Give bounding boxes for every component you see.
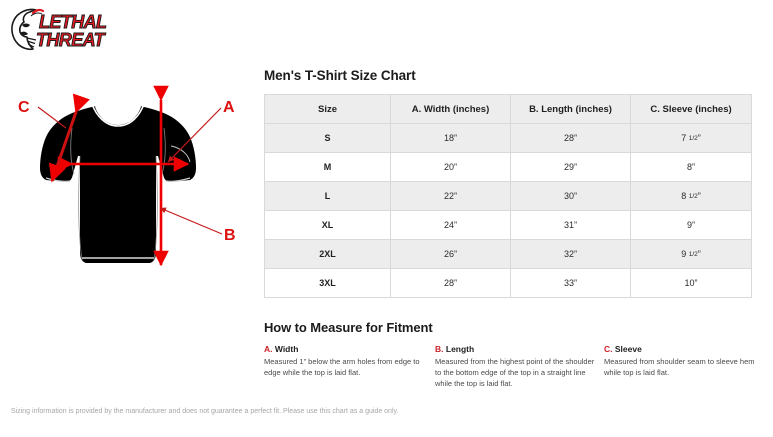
how-to-measure-heading: How to Measure for Fitment — [264, 320, 433, 335]
table-row: 2XL 26” 32” 9 1/2” — [264, 239, 752, 269]
cell-width: 22” — [390, 181, 511, 211]
cell-size: S — [264, 123, 391, 153]
cell-size: 3XL — [264, 268, 391, 298]
column-header-size: Size — [264, 94, 391, 124]
measure-item-sleeve: C. Sleeve Measured from shoulder seam to… — [604, 344, 769, 378]
table-row: 3XL 28” 33” 10” — [264, 268, 752, 298]
measure-item-text: Measured from shoulder seam to sleeve he… — [604, 357, 755, 377]
tshirt-measurement-diagram: C A B — [8, 82, 258, 307]
cell-sleeve: 10” — [630, 268, 752, 298]
cell-length: 33” — [510, 268, 631, 298]
cell-width: 26” — [390, 239, 511, 269]
cell-size: L — [264, 181, 391, 211]
table-row: S 18” 28” 7 1/2” — [264, 123, 752, 153]
table-row: M 20” 29” 8” — [264, 152, 752, 182]
cell-sleeve: 9” — [630, 210, 752, 240]
cell-sleeve: 9 1/2” — [630, 239, 752, 269]
column-header-width: A. Width (inches) — [390, 94, 511, 124]
measure-item-length: B. Length Measured from the highest poin… — [435, 344, 595, 389]
measure-letter: A. — [264, 344, 273, 354]
measure-letter: B. — [435, 344, 444, 354]
measure-name: Sleeve — [614, 344, 642, 354]
cell-length: 28” — [510, 123, 631, 153]
leader-c — [37, 106, 67, 129]
cell-width: 18” — [390, 123, 511, 153]
cell-size: 2XL — [264, 239, 391, 269]
cell-length: 32” — [510, 239, 631, 269]
measure-item-title: B. Length — [435, 344, 595, 354]
table-row: XL 24” 31” 9” — [264, 210, 752, 240]
measure-name: Width — [274, 344, 299, 354]
sleeve-measure-line — [48, 93, 90, 183]
label-b: B — [224, 227, 236, 244]
table-header-row: Size A. Width (inches) B. Length (inches… — [264, 94, 752, 124]
cell-width: 28” — [390, 268, 511, 298]
svg-text:THREAT: THREAT — [36, 30, 107, 50]
logo-wordmark: LETHAL THREAT — [36, 12, 108, 51]
cell-length: 29” — [510, 152, 631, 182]
cell-sleeve: 8 1/2” — [630, 181, 752, 211]
cell-size: M — [264, 152, 391, 182]
disclaimer-text: Sizing information is provided by the ma… — [11, 408, 399, 415]
measure-item-text: Measured 1” below the arm holes from edg… — [264, 357, 420, 377]
measure-letter: C. — [604, 344, 613, 354]
cell-size: XL — [264, 210, 391, 240]
measure-item-title: C. Sleeve — [604, 344, 769, 354]
svg-text:LETHAL: LETHAL — [39, 12, 106, 32]
label-c: C — [18, 99, 30, 116]
cell-sleeve: 7 1/2” — [630, 123, 752, 153]
leader-b — [159, 207, 223, 235]
skull-icon — [11, 8, 45, 51]
measure-name: Length — [445, 344, 475, 354]
table-row: L 22” 30” 8 1/2” — [264, 181, 752, 211]
measure-item-title: A. Width — [264, 344, 424, 354]
measure-item-text: Measured from the highest point of the s… — [435, 357, 595, 388]
cell-width: 24” — [390, 210, 511, 240]
page-title: Men's T-Shirt Size Chart — [264, 68, 416, 83]
column-header-sleeve: C. Sleeve (inches) — [630, 94, 752, 124]
leader-a — [167, 107, 222, 163]
cell-length: 30” — [510, 181, 631, 211]
size-chart-table: Size A. Width (inches) B. Length (inches… — [264, 94, 752, 298]
measure-item-width: A. Width Measured 1” below the arm holes… — [264, 344, 424, 378]
cell-width: 20” — [390, 152, 511, 182]
cell-length: 31” — [510, 210, 631, 240]
tshirt-graphic — [40, 103, 196, 263]
label-a: A — [223, 99, 235, 116]
column-header-length: B. Length (inches) — [510, 94, 631, 124]
cell-sleeve: 8” — [630, 152, 752, 182]
brand-logo: LETHAL THREAT — [6, 6, 131, 54]
